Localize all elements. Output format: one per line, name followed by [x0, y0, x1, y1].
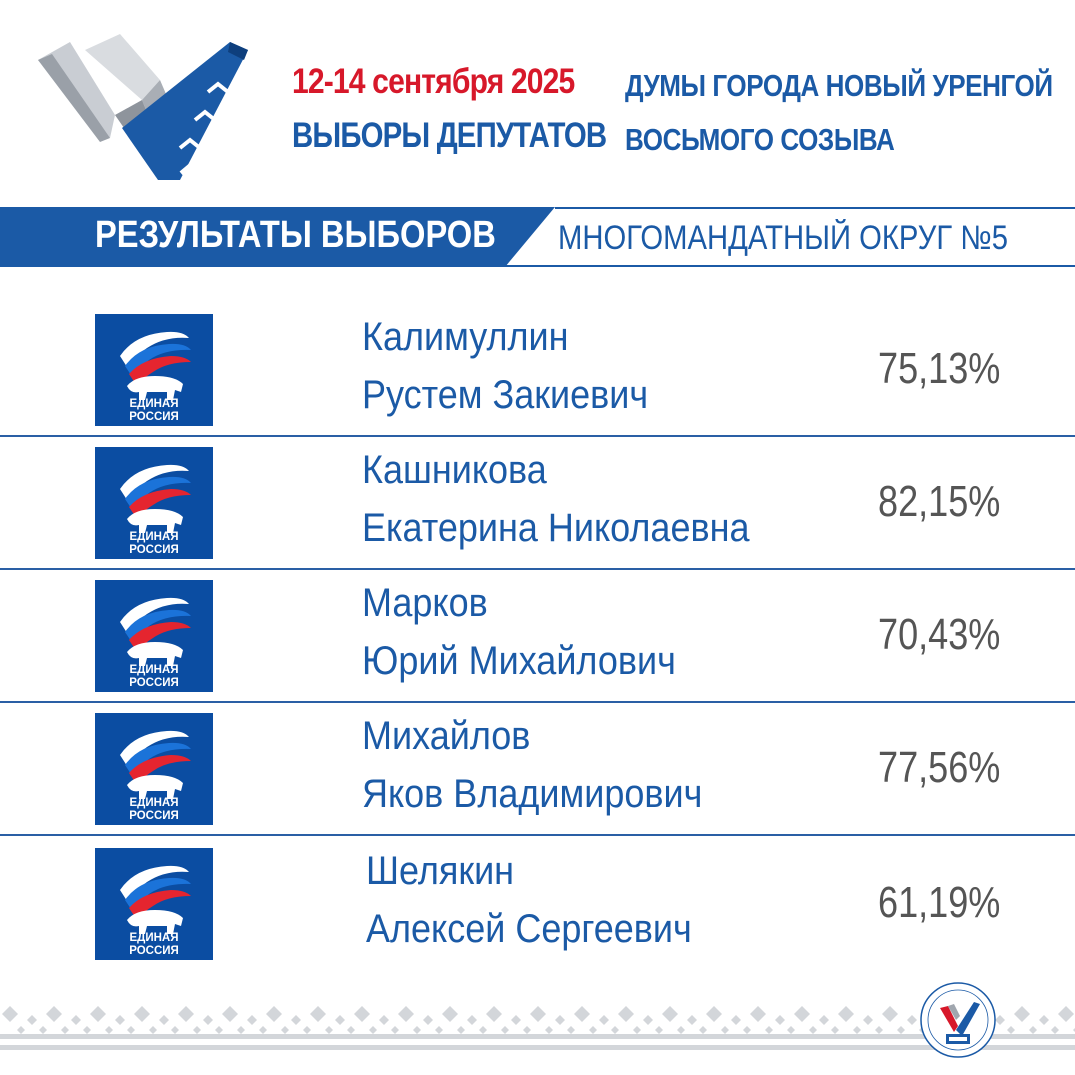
party-line1: ЕДИНАЯ	[129, 664, 178, 676]
results-title: РЕЗУЛЬТАТЫ ВЫБОРОВ	[95, 214, 496, 256]
table-row: ЕДИНАЯ РОССИЯ Шелякин Алексей Сергеевич …	[0, 836, 1075, 969]
election-title: ВЫБОРЫ ДЕПУТАТОВ	[292, 116, 607, 155]
candidate-surname: Марков	[362, 581, 488, 625]
united-russia-logo: ЕДИНАЯ РОССИЯ	[95, 713, 213, 825]
row-divider	[0, 834, 1075, 836]
party-line2: РОССИЯ	[129, 677, 179, 689]
candidate-given-name: Юрий Михайлович	[362, 639, 676, 683]
party-line1: ЕДИНАЯ	[129, 797, 178, 809]
candidate-surname: Михайлов	[362, 714, 531, 758]
election-commission-seal-icon	[920, 982, 996, 1058]
candidate-percent: 75,13%	[878, 344, 1001, 393]
party-line2: РОССИЯ	[129, 945, 179, 957]
row-divider	[0, 701, 1075, 703]
candidate-given-name: Яков Владимирович	[362, 772, 703, 816]
candidate-surname: Калимуллин	[362, 315, 569, 359]
election-body: ДУМЫ ГОРОДА НОВЫЙ УРЕНГОЙ	[625, 68, 1053, 103]
united-russia-logo: ЕДИНАЯ РОССИЯ	[95, 447, 213, 559]
party-line2: РОССИЯ	[129, 411, 179, 423]
table-row: ЕДИНАЯ РОССИЯ Михайлов Яков Владимирович…	[0, 703, 1075, 836]
table-row: ЕДИНАЯ РОССИЯ Кашникова Екатерина Никола…	[0, 437, 1075, 570]
candidate-given-name: Алексей Сергеевич	[366, 907, 692, 951]
united-russia-logo: ЕДИНАЯ РОССИЯ	[95, 314, 213, 426]
candidate-given-name: Екатерина Николаевна	[362, 506, 750, 550]
candidate-percent: 61,19%	[878, 878, 1001, 927]
row-divider	[0, 435, 1075, 437]
election-date: 12-14 сентября 2025	[292, 62, 575, 101]
party-line1: ЕДИНАЯ	[129, 531, 178, 543]
district-label: МНОГОМАНДАТНЫЙ ОКРУГ №5	[558, 219, 1008, 257]
election-convocation: ВОСЬМОГО СОЗЫВА	[625, 122, 895, 157]
results-banner	[0, 207, 1075, 267]
candidate-percent: 77,56%	[878, 743, 1001, 792]
candidate-percent: 70,43%	[878, 610, 1001, 659]
row-divider	[0, 568, 1075, 570]
party-line2: РОССИЯ	[129, 810, 179, 822]
party-line2: РОССИЯ	[129, 544, 179, 556]
united-russia-logo: ЕДИНАЯ РОССИЯ	[95, 580, 213, 692]
party-line1: ЕДИНАЯ	[129, 398, 178, 410]
election-logo	[38, 34, 248, 180]
candidate-surname: Шелякин	[366, 849, 515, 893]
candidate-surname: Кашникова	[362, 448, 547, 492]
table-row: ЕДИНАЯ РОССИЯ Калимуллин Рустем Закиевич…	[0, 304, 1075, 437]
party-line1: ЕДИНАЯ	[129, 932, 178, 944]
table-row: ЕДИНАЯ РОССИЯ Марков Юрий Михайлович 70,…	[0, 570, 1075, 703]
candidate-given-name: Рустем Закиевич	[362, 373, 649, 417]
united-russia-logo: ЕДИНАЯ РОССИЯ	[95, 848, 213, 960]
candidate-percent: 82,15%	[878, 477, 1001, 526]
